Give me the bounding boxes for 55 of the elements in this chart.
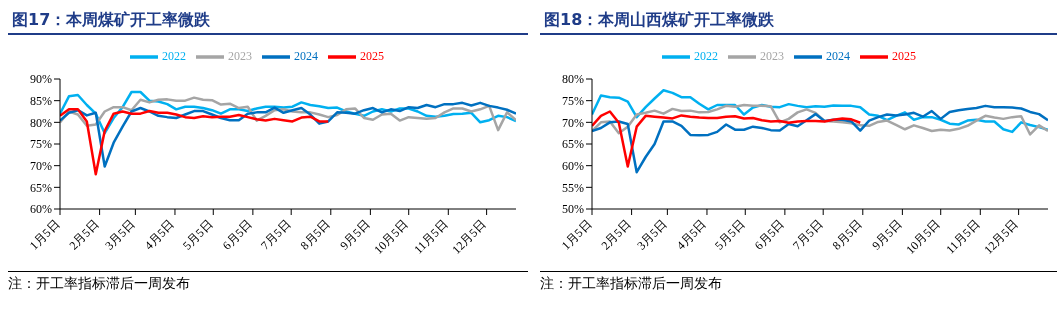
x-tick-label: 9月5日	[337, 217, 373, 253]
x-tick-label: 8月5日	[829, 217, 865, 253]
x-tick-label: 3月5日	[634, 217, 670, 253]
line-series	[592, 103, 1048, 136]
x-tick-label: 12月5日	[449, 217, 489, 257]
line-series	[592, 110, 862, 168]
y-tick-label: 80%	[562, 72, 584, 87]
x-tick-label: 7月5日	[789, 217, 826, 253]
x-tick-label: 12月5日	[981, 217, 1021, 257]
legend-label: 2025	[892, 48, 916, 63]
x-tick-label: 1月5日	[26, 217, 63, 253]
x-tick-label: 2月5日	[66, 217, 102, 253]
y-tick-label: 70%	[562, 115, 584, 130]
line-series	[592, 104, 1048, 174]
x-tick-label: 10月5日	[371, 217, 411, 257]
x-tick-label: 5月5日	[712, 217, 748, 253]
legend-label: 2023	[228, 48, 252, 63]
y-tick-label: 85%	[30, 93, 52, 108]
x-tick-label: 2月5日	[598, 217, 634, 253]
y-tick-label: 80%	[30, 115, 52, 130]
y-tick-label: 65%	[30, 180, 52, 195]
legend-label: 2024	[294, 48, 318, 63]
y-tick-label: 60%	[562, 158, 584, 173]
x-tick-label: 6月5日	[751, 217, 787, 253]
x-tick-label: 7月5日	[257, 217, 294, 253]
x-tick-label: 11月5日	[943, 217, 983, 257]
x-tick-label: 10月5日	[903, 217, 943, 257]
text: 注：开工率指标滞后一周发布	[540, 274, 1057, 294]
y-tick-label: 70%	[30, 158, 52, 173]
legend-label: 2024	[826, 48, 850, 63]
x-tick-label: 6月5日	[219, 217, 255, 253]
x-tick-label: 11月5日	[411, 217, 451, 257]
y-tick-label: 50%	[562, 202, 584, 217]
x-tick-label: 8月5日	[297, 217, 333, 253]
y-tick-label: 60%	[30, 202, 52, 217]
y-tick-label: 55%	[562, 180, 584, 195]
legend-label: 2022	[162, 48, 186, 63]
x-tick-label: 4月5日	[673, 217, 710, 253]
x-tick-label: 1月5日	[558, 217, 595, 253]
y-tick-label: 75%	[30, 137, 52, 152]
y-tick-label: 65%	[562, 137, 584, 152]
chart-title: 图18：本周山西煤矿开工率微跌	[540, 8, 1057, 35]
chart-title: 图17：本周煤矿开工率微跌	[8, 8, 528, 35]
x-tick-label: 3月5日	[102, 217, 138, 253]
legend-label: 2022	[694, 48, 718, 63]
x-tick-label: 5月5日	[180, 217, 216, 253]
legend-label: 2023	[760, 48, 784, 63]
line-series	[60, 108, 330, 176]
text: 注：开工率指标滞后一周发布	[8, 274, 528, 294]
y-tick-label: 90%	[30, 72, 52, 87]
line-series	[60, 101, 516, 168]
x-tick-label: 4月5日	[141, 217, 178, 253]
x-tick-label: 9月5日	[869, 217, 905, 253]
y-tick-label: 75%	[562, 93, 584, 108]
legend-label: 2025	[360, 48, 384, 63]
